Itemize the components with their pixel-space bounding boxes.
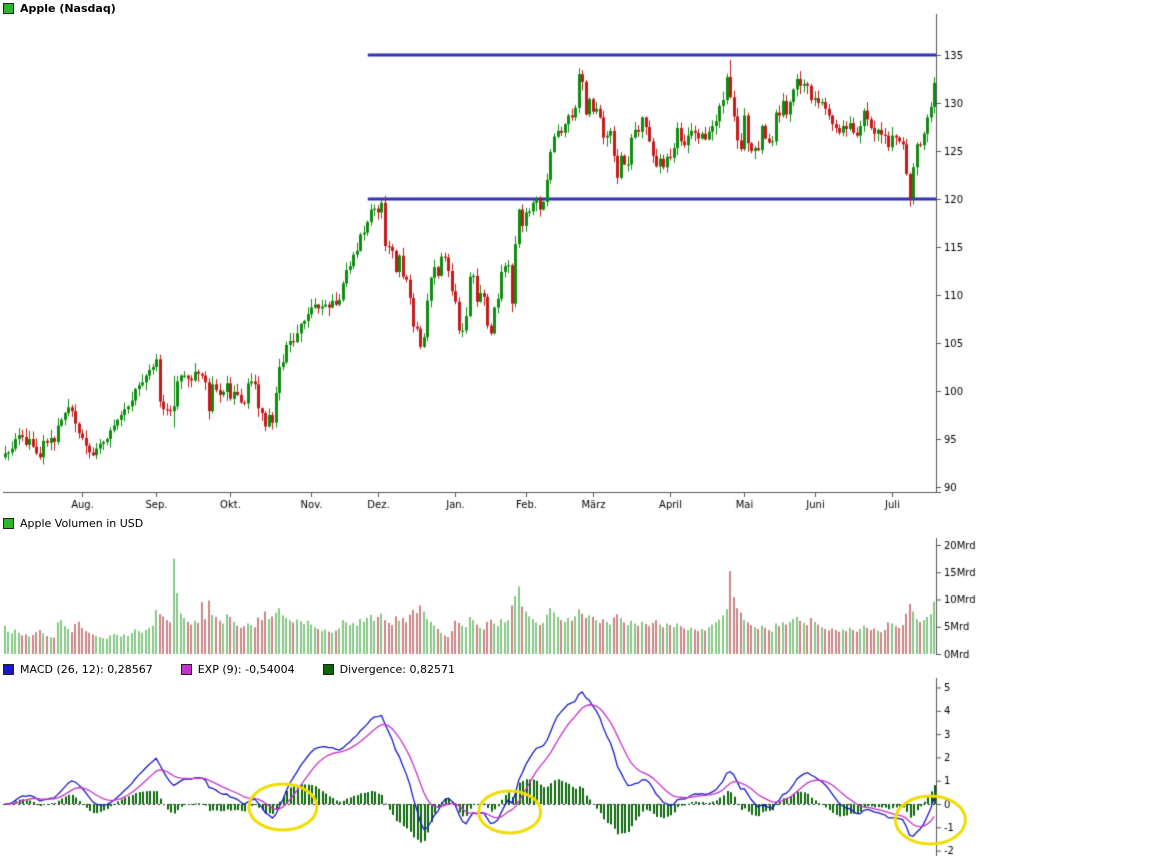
divergence-legend-label: Divergence: 0,82571 — [339, 663, 455, 676]
price-legend-swatch-icon — [3, 3, 14, 14]
macd-legend-label: MACD (26, 12): 0,28567 — [20, 663, 153, 676]
price-legend-label: Apple (Nasdaq) — [20, 2, 116, 15]
macd-legend-item-macd: MACD (26, 12): 0,28567 — [3, 663, 153, 676]
volume-legend-swatch-icon — [3, 518, 14, 529]
exp-swatch-icon — [180, 664, 192, 675]
price-legend: Apple (Nasdaq) — [3, 2, 116, 15]
volume-legend: Apple Volumen in USD — [3, 517, 143, 530]
macd-legend: MACD (26, 12): 0,28567 EXP (9): -0,54004… — [3, 663, 483, 676]
macd-legend-item-exp: EXP (9): -0,54004 — [180, 663, 295, 676]
divergence-swatch-icon — [322, 664, 334, 675]
macd-legend-item-divergence: Divergence: 0,82571 — [322, 663, 455, 676]
volume-legend-label: Apple Volumen in USD — [20, 517, 144, 530]
macd-swatch-icon — [3, 664, 14, 675]
exp-legend-label: EXP (9): -0,54004 — [197, 663, 295, 676]
